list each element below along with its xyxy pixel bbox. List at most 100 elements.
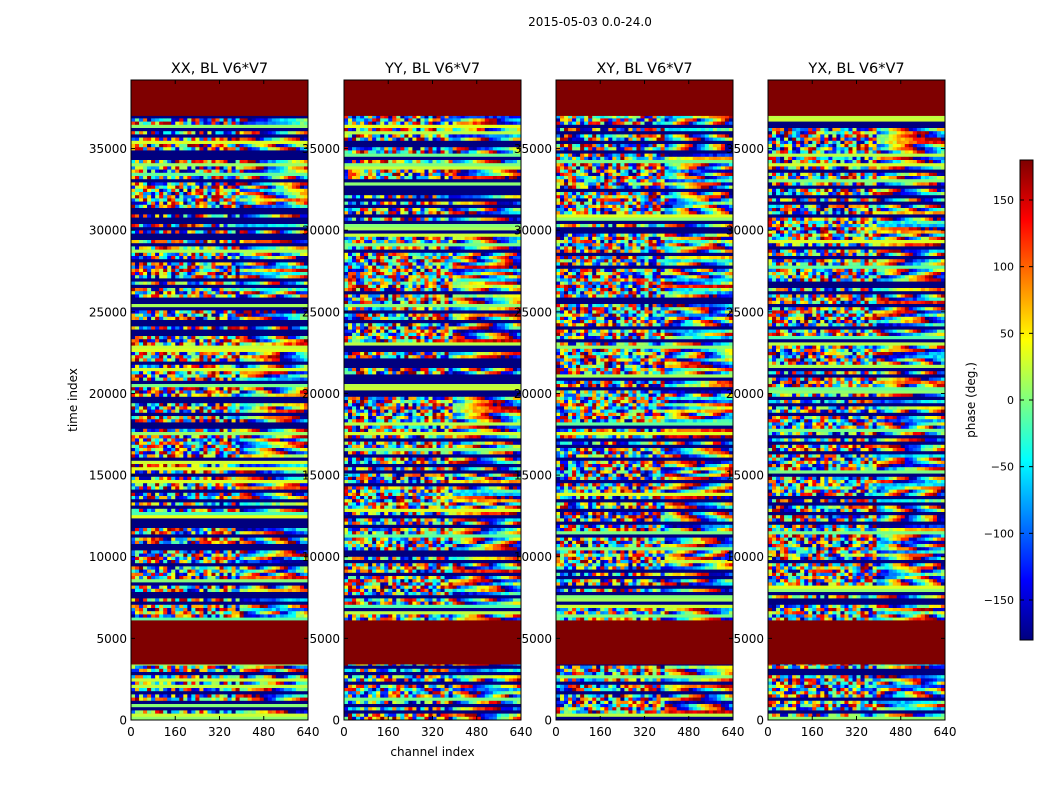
phase-cell <box>299 540 305 545</box>
phase-cell <box>163 556 168 561</box>
phase-cell <box>207 572 212 577</box>
phase-cell <box>167 118 172 122</box>
phase-cell <box>191 169 196 174</box>
phase-cell <box>299 176 305 180</box>
phase-cell <box>231 566 236 570</box>
phase-cell <box>247 604 252 609</box>
phase-cell <box>191 230 196 234</box>
phase-cell <box>155 166 160 170</box>
phase-cell <box>215 195 220 199</box>
phase-cell <box>171 246 176 250</box>
phase-cell <box>139 569 144 574</box>
phase-cell <box>167 614 172 618</box>
phase-cell <box>191 374 196 378</box>
phase-cell <box>211 310 216 314</box>
phase-cell <box>191 390 196 394</box>
phase-cell <box>135 576 140 580</box>
phase-cell <box>143 464 148 468</box>
phase-cell <box>207 256 212 260</box>
phase-cell <box>131 377 136 382</box>
phase-cell <box>183 492 188 497</box>
phase-cell <box>143 540 148 545</box>
phase-cell <box>247 265 252 270</box>
phase-cell <box>283 374 289 378</box>
phase-cell <box>207 550 212 554</box>
phase-cell <box>283 531 289 535</box>
phase-cell <box>163 137 168 142</box>
phase-cell <box>247 531 252 535</box>
phase-cell <box>215 176 220 180</box>
phase-cell <box>295 176 301 180</box>
phase-cell <box>295 336 301 340</box>
phase-cell <box>191 201 196 206</box>
phase-cell <box>203 569 208 574</box>
phase-cell <box>215 435 220 439</box>
phase-cell <box>151 256 156 260</box>
phase-cell <box>239 195 244 199</box>
phase-cell <box>179 576 184 580</box>
phase-cell <box>163 326 168 330</box>
phase-cell <box>255 121 261 126</box>
phase-cell <box>247 364 252 369</box>
phase-cell <box>183 486 188 490</box>
phase-cell <box>271 604 277 609</box>
phase-cell <box>303 486 308 490</box>
phase-cell <box>167 598 172 602</box>
phase-cell <box>279 185 285 190</box>
phase-cell <box>263 403 269 407</box>
phase-cell <box>175 224 180 228</box>
phase-cell <box>247 262 252 266</box>
phase-cell <box>271 531 277 535</box>
phase-cell <box>247 540 252 545</box>
phase-cell <box>303 502 308 506</box>
phase-cell <box>283 272 289 276</box>
phase-cell <box>203 201 208 206</box>
phase-cell <box>247 310 252 314</box>
phase-cell <box>195 502 200 506</box>
phase-cell <box>259 476 265 481</box>
phase-cell <box>255 339 261 343</box>
phase-cell <box>243 371 248 375</box>
phase-cell <box>155 428 160 433</box>
phase-cell <box>195 448 200 452</box>
phase-cell <box>303 358 308 362</box>
phase-cell <box>231 419 236 423</box>
phase-cell <box>179 553 184 558</box>
phase-cell <box>175 448 180 452</box>
phase-cell <box>247 556 252 561</box>
phase-cell <box>167 531 172 535</box>
phase-cell <box>203 352 208 356</box>
phase-cell <box>207 496 212 500</box>
phase-cell <box>171 486 176 490</box>
phase-cell <box>147 272 152 276</box>
phase-cell <box>283 435 289 439</box>
phase-cell <box>211 339 216 343</box>
phase-cell <box>259 118 265 122</box>
phase-cell <box>299 553 305 558</box>
phase-cell <box>159 470 164 474</box>
phase-cell <box>259 496 265 500</box>
phase-cell <box>171 566 176 570</box>
phase-cell <box>199 188 204 193</box>
phase-cell <box>231 291 236 295</box>
phase-cell <box>227 137 232 142</box>
phase-cell <box>179 569 184 574</box>
phase-cell <box>291 451 297 455</box>
phase-cell <box>175 118 180 122</box>
phase-cell <box>179 556 184 561</box>
phase-row <box>131 115 308 119</box>
phase-cell <box>139 531 144 535</box>
phase-cell <box>271 256 277 260</box>
phase-row <box>131 422 308 426</box>
phase-cell <box>183 176 188 180</box>
phase-cell <box>163 240 168 244</box>
phase-cell <box>283 585 289 590</box>
phase-cell <box>199 486 204 490</box>
phase-cell <box>203 611 208 615</box>
phase-cell <box>135 192 140 196</box>
phase-cell <box>235 665 240 670</box>
phase-cell <box>259 377 265 382</box>
phase-cell <box>187 435 192 439</box>
phase-cell <box>151 144 156 148</box>
phase-cell <box>143 435 148 439</box>
